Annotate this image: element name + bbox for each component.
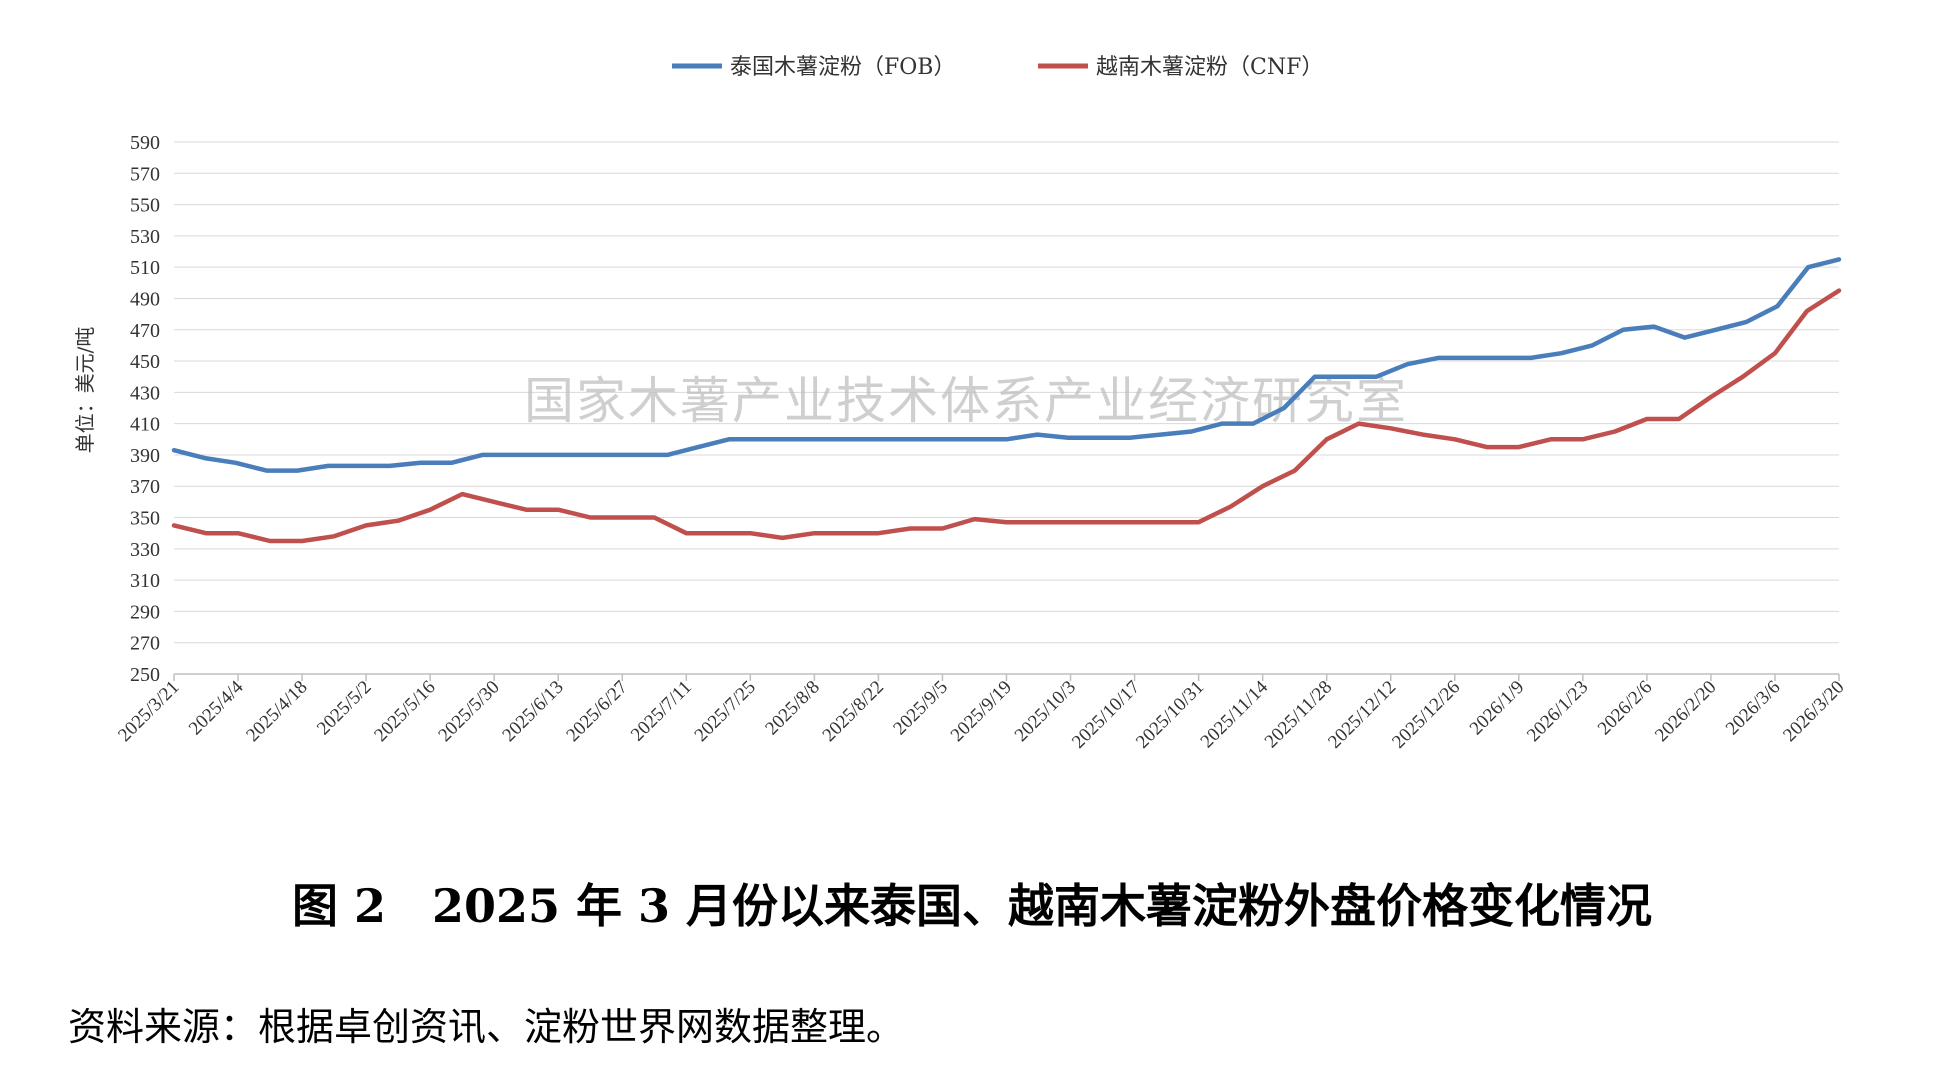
y-tick-label: 330: [130, 539, 160, 561]
y-tick-label: 530: [130, 226, 160, 248]
y-tick-label: 550: [130, 195, 160, 217]
series-line-thailand: [171, 257, 1842, 473]
legend-label-vietnam: 越南木薯淀粉（CNF）: [1096, 55, 1323, 80]
y-tick-label: 470: [130, 320, 160, 342]
x-tick-label: 2025/6/27: [562, 677, 631, 746]
y-tick-label: 510: [130, 257, 160, 279]
x-tick-label: 2025/6/13: [498, 677, 567, 746]
y-tick-label: 570: [130, 163, 160, 185]
x-tick-label: 2025/9/19: [947, 677, 1016, 746]
y-tick-label: 310: [130, 570, 160, 592]
y-tick-label: 350: [130, 508, 160, 530]
legend-label-thailand: 泰国木薯淀粉（FOB）: [730, 55, 955, 80]
y-axis-label: 单位：美元/吨: [73, 327, 97, 454]
legend: 泰国木薯淀粉（FOB） 越南木薯淀粉（CNF）: [672, 55, 1323, 80]
x-tick-label: 2025/10/17: [1068, 677, 1144, 753]
x-tick-label: 2025/3/21: [114, 677, 183, 746]
y-tick-label: 270: [130, 633, 160, 655]
x-tick-label: 2025/8/22: [819, 677, 888, 746]
y-tick-label: 290: [130, 601, 160, 623]
x-tick-label: 2026/1/23: [1523, 677, 1592, 746]
figure-caption: 图 2 2025 年 3 月份以来泰国、越南木薯淀粉外盘价格变化情况: [291, 879, 1653, 933]
x-tick-label: 2025/8/8: [761, 677, 824, 740]
x-tick-label: 2026/2/6: [1594, 677, 1657, 740]
x-tick-label: 2025/12/26: [1388, 677, 1464, 753]
y-tick-label: 250: [130, 664, 160, 686]
x-tick-label: 2025/5/30: [434, 677, 503, 746]
watermark: 国家木薯产业技术体系产业经济研究室: [524, 372, 1408, 430]
source-note: 资料来源：根据卓创资讯、淀粉世界网数据整理。: [68, 1005, 905, 1049]
y-tick-label: 390: [130, 445, 160, 467]
x-tick-label: 2025/11/28: [1261, 677, 1337, 753]
y-tick-label: 370: [130, 476, 160, 498]
x-tick-label: 2025/12/12: [1324, 677, 1400, 753]
x-tick-label: 2026/3/6: [1722, 677, 1785, 740]
x-tick-label: 2026/1/9: [1466, 677, 1529, 740]
series-lines: [171, 257, 1842, 544]
x-tick-label: 2025/7/25: [691, 677, 760, 746]
x-tick-label: 2025/4/4: [185, 676, 248, 739]
y-tick-label: 430: [130, 382, 160, 404]
y-axis-ticks: 250 270 290 310 330 350 370 390 410 430 450 470 490 5…: [130, 132, 160, 686]
x-tick-label: 2025/4/18: [242, 677, 311, 746]
x-tick-label: 2025/10/31: [1132, 677, 1208, 753]
x-tick-label: 2026/3/20: [1779, 677, 1848, 746]
series-line-vietnam: [171, 288, 1842, 544]
x-tick-label: 2025/5/2: [313, 677, 376, 740]
x-tick-label: 2025/7/11: [627, 677, 696, 746]
x-tick-label: 2025/11/14: [1197, 676, 1273, 752]
y-tick-label: 590: [130, 132, 160, 154]
gridlines: [174, 141, 1839, 644]
x-tick-label: 2025/9/5: [889, 677, 952, 740]
x-tick-label: 2026/2/20: [1651, 677, 1720, 746]
y-tick-label: 410: [130, 414, 160, 436]
y-tick-label: 450: [130, 351, 160, 373]
y-tick-label: 490: [130, 288, 160, 310]
x-tick-label: 2025/5/16: [370, 677, 439, 746]
